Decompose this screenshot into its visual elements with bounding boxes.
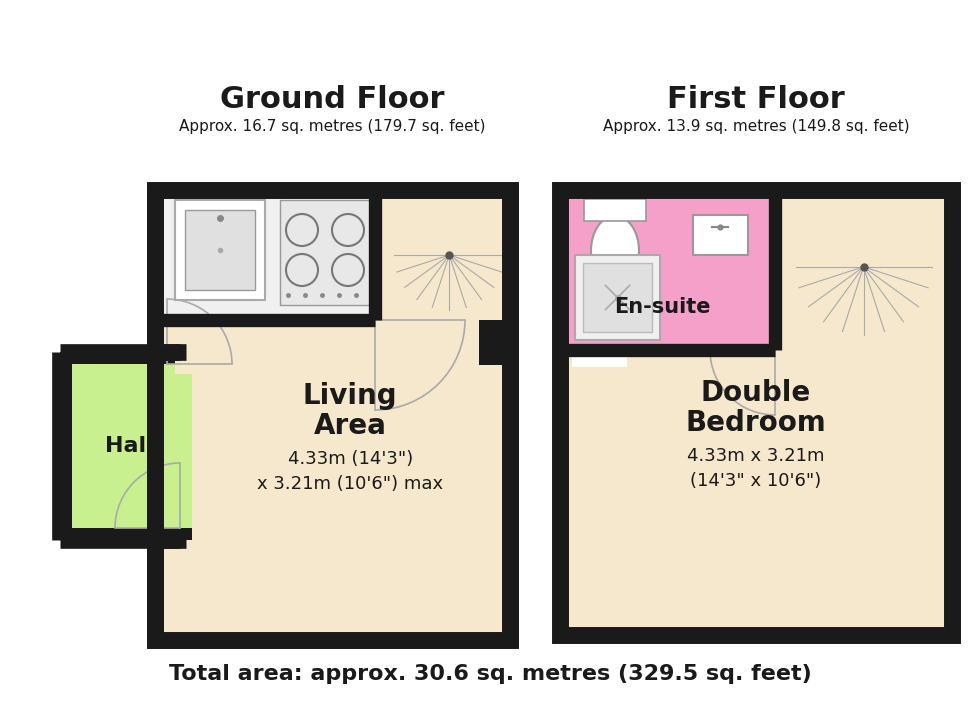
Text: 4.33m (14'3"): 4.33m (14'3") [287,450,413,468]
Bar [584,199,646,221]
Text: Hall: Hall [105,436,154,456]
Bar [375,190,510,320]
Bar [175,342,204,374]
Text: (14'3" x 10'6"): (14'3" x 10'6") [690,472,821,490]
Bar [280,200,370,305]
Bar [155,190,375,320]
Text: Approx. 13.9 sq. metres (149.8 sq. feet): Approx. 13.9 sq. metres (149.8 sq. feet) [603,120,909,135]
Text: 4.33m x 3.21m: 4.33m x 3.21m [687,447,825,465]
Bar [185,210,255,290]
Text: Bedroom: Bedroom [686,409,826,437]
Bar [560,190,952,635]
Text: Ground Floor: Ground Floor [220,85,445,115]
Text: En-suite: En-suite [614,297,710,317]
Text: Living: Living [303,382,398,410]
Bar [155,190,510,640]
Bar [155,190,510,640]
Bar [60,352,192,540]
Text: Total area: approx. 30.6 sq. metres (329.5 sq. feet): Total area: approx. 30.6 sq. metres (329… [169,664,811,684]
Bar [583,263,652,332]
Bar [479,320,504,365]
Text: Approx. 16.7 sq. metres (179.7 sq. feet): Approx. 16.7 sq. metres (179.7 sq. feet) [179,120,486,135]
Text: Double: Double [701,379,811,407]
Bar [155,190,510,640]
Bar [560,190,952,635]
Bar [72,364,192,528]
Text: x 3.21m (10'6") max: x 3.21m (10'6") max [257,475,443,493]
Bar [560,190,775,350]
Bar [775,190,952,350]
Bar [175,200,265,300]
Text: Area: Area [314,412,387,440]
Bar [693,215,748,255]
Bar [572,345,627,367]
Ellipse shape [591,216,639,286]
Bar [560,190,952,635]
Text: First Floor: First Floor [667,85,845,115]
Bar [575,255,660,340]
